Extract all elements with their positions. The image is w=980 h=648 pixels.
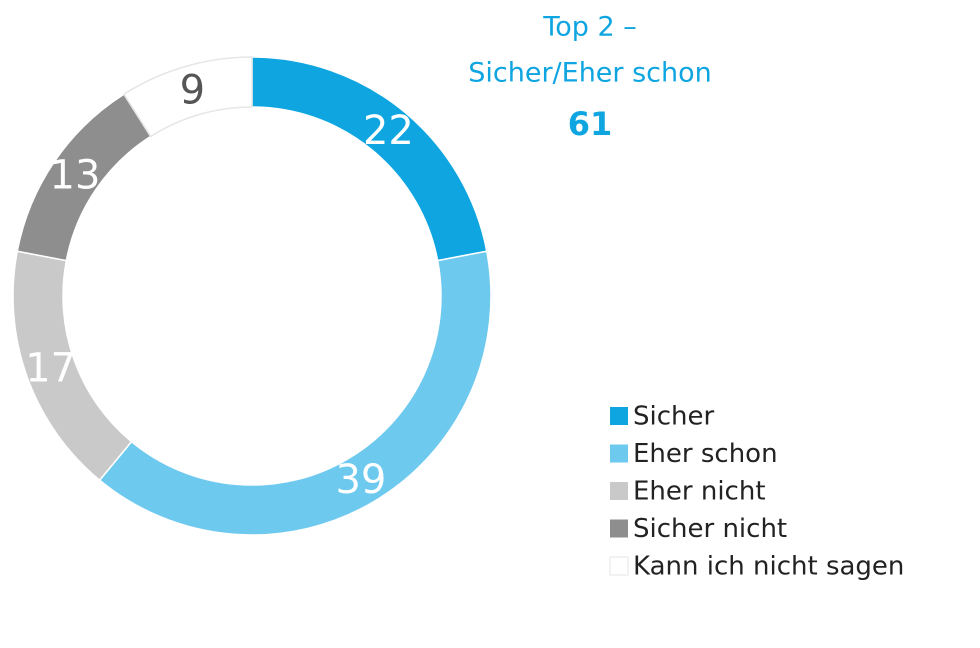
legend-label: Sicher nicht — [633, 514, 787, 544]
data-label: 9 — [180, 67, 205, 113]
data-label: 17 — [25, 345, 76, 391]
donut-segment — [98, 250, 492, 536]
legend-swatch — [610, 519, 628, 538]
legend-label: Sicher — [633, 402, 714, 432]
annotation-value: 61 — [568, 105, 613, 143]
donut-segment — [122, 56, 253, 138]
annotation-line: Top 2 – — [542, 12, 636, 43]
legend-swatch — [610, 482, 628, 500]
legend-label: Eher schon — [633, 439, 778, 469]
annotation-line: Sicher/Eher schon — [468, 58, 712, 89]
data-label: 22 — [363, 108, 414, 154]
legend-label: Eher nicht — [633, 477, 766, 507]
legend-swatch — [610, 407, 628, 425]
data-label: 13 — [50, 153, 101, 199]
donut-segment — [251, 56, 488, 262]
legend-label: Kann ich nicht sagen — [633, 552, 904, 582]
legend-swatch — [609, 556, 629, 576]
data-label: 39 — [335, 457, 386, 503]
legend-swatch — [610, 444, 628, 463]
